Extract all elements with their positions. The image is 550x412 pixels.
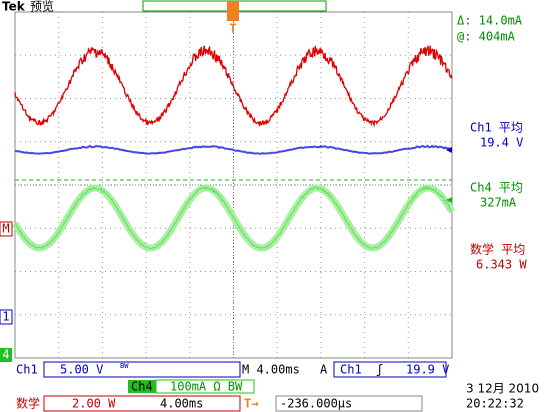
math-label: 数学 平均	[470, 242, 525, 257]
ch1-marker-label: 1	[2, 310, 9, 324]
ch4-scale: 100mA Ω BW	[170, 380, 243, 394]
ch4-label: Ch4 平均	[470, 181, 523, 195]
waveforms	[12, 45, 456, 252]
trigger-label: T	[229, 22, 236, 36]
ch1-box	[43, 361, 241, 378]
ch4-tag	[128, 380, 156, 393]
math-value: 6.343 W	[476, 258, 527, 272]
trigger-box	[333, 361, 447, 378]
position: -236.000μs	[280, 397, 352, 411]
ch1-bw: BW	[120, 362, 129, 370]
mode: 预览	[30, 0, 54, 14]
ch1-label: Ch1	[16, 363, 38, 377]
at-readout: @: 404mA	[457, 30, 516, 44]
ch1-level-arrow	[446, 147, 452, 153]
ch1-wave	[14, 144, 452, 155]
ch4-label: Ch4	[131, 380, 153, 394]
trigger-slope: ʃ	[376, 363, 383, 377]
ch4-value: 327mA	[480, 196, 517, 210]
math-marker-label: M	[2, 222, 9, 236]
trigger-mode: A	[320, 363, 328, 377]
math-box	[43, 395, 241, 412]
ch1-value: 19.4 V	[480, 136, 523, 150]
math-marker	[0, 221, 13, 237]
ch4-box	[155, 379, 255, 394]
position-icon: T→	[244, 397, 258, 411]
math-wave	[14, 45, 453, 128]
timebase: M 4.00ms	[242, 363, 300, 377]
math-scale: 2.00 W	[72, 397, 116, 411]
ch4-marker-label: 4	[2, 348, 9, 362]
delta-readout: Δ: 14.0mA	[457, 14, 523, 28]
time: 20:22:32	[466, 397, 524, 411]
ch1-scale: 5.00 V	[60, 363, 103, 377]
ch4-wave	[14, 185, 453, 250]
trigger-level: 19.9 V	[406, 363, 449, 377]
brand: Tek	[2, 0, 26, 14]
math-label: 数学	[16, 396, 40, 411]
ch1-marker	[0, 309, 13, 325]
ch1-label: Ch1 平均	[470, 121, 523, 135]
math-time: 4.00ms	[160, 397, 203, 411]
ch4-level-arrow	[446, 197, 452, 203]
ch4-marker	[0, 348, 12, 362]
trigger-source: Ch1	[340, 363, 362, 377]
graticule	[15, 12, 452, 358]
trigger-marker	[227, 1, 239, 21]
position-box	[275, 395, 423, 412]
date: 3 12月 2010	[466, 382, 539, 396]
